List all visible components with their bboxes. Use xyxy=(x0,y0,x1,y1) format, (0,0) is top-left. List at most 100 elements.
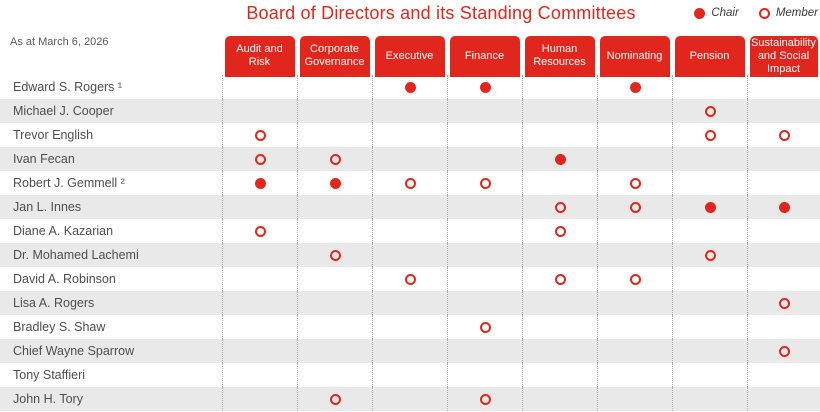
committee-cell-nominating xyxy=(597,267,672,291)
chair-icon xyxy=(778,201,790,213)
director-name: Robert J. Gemmell ² xyxy=(13,176,125,190)
director-name: Bradley S. Shaw xyxy=(13,320,106,334)
committee-cell-corporate-governance xyxy=(297,387,372,411)
chair-icon xyxy=(329,177,341,189)
committee-cell-corporate-governance xyxy=(297,243,372,267)
director-name: David A. Robinson xyxy=(13,272,116,286)
committee-cell-sustainability-and-social-impact xyxy=(747,75,820,99)
member-open-circle-icon xyxy=(758,7,770,19)
director-name: Diane A. Kazarian xyxy=(13,224,114,238)
committee-cell-finance xyxy=(447,387,522,411)
table-row: Lisa A. Rogers xyxy=(0,291,820,315)
committee-cell-human-resources xyxy=(522,387,597,411)
table-row: Dr. Mohamed Lachemi xyxy=(0,243,820,267)
committee-cell-corporate-governance xyxy=(297,267,372,291)
committee-cell-audit-and-risk xyxy=(222,267,297,291)
committee-cell-audit-and-risk xyxy=(222,123,297,147)
member-icon xyxy=(629,273,641,285)
column-header-human-resources: Human Resources xyxy=(524,36,595,77)
page-title: Board of Directors and its Standing Comm… xyxy=(246,3,636,23)
chair-filled-circle-icon xyxy=(694,7,706,19)
committee-cell-pension xyxy=(672,195,747,219)
committee-cell-corporate-governance xyxy=(297,99,372,123)
committee-cell-pension xyxy=(672,123,747,147)
director-name: Jan L. Innes xyxy=(13,200,82,214)
committee-cell-audit-and-risk xyxy=(222,171,297,195)
chair-icon xyxy=(479,81,491,93)
committee-cell-executive xyxy=(372,363,447,387)
committee-cell-corporate-governance xyxy=(297,315,372,339)
committee-cell-nominating xyxy=(597,339,672,363)
member-icon xyxy=(404,177,416,189)
committee-cell-finance xyxy=(447,99,522,123)
committee-cell-audit-and-risk xyxy=(222,363,297,387)
committee-cell-sustainability-and-social-impact xyxy=(747,339,820,363)
column-header-pension: Pension xyxy=(674,36,745,77)
committee-cell-nominating xyxy=(597,99,672,123)
table-row: Jan L. Innes xyxy=(0,195,820,219)
committee-cell-pension xyxy=(672,315,747,339)
committee-cell-nominating xyxy=(597,291,672,315)
committee-cell-sustainability-and-social-impact xyxy=(747,315,820,339)
committee-cell-executive xyxy=(372,147,447,171)
committee-cell-finance xyxy=(447,291,522,315)
member-icon xyxy=(404,273,416,285)
table-row: Ivan Fecan xyxy=(0,147,820,171)
committee-cell-corporate-governance xyxy=(297,123,372,147)
committee-cell-sustainability-and-social-impact xyxy=(747,219,820,243)
as-at-date: As at March 6, 2026 xyxy=(10,36,109,48)
committee-cell-executive xyxy=(372,339,447,363)
committee-cell-human-resources xyxy=(522,315,597,339)
column-header-corporate-governance: Corporate Governance xyxy=(299,36,370,77)
member-icon xyxy=(704,105,716,117)
chair-icon xyxy=(629,81,641,93)
committee-cell-pension xyxy=(672,387,747,411)
committee-cell-pension xyxy=(672,291,747,315)
committee-cell-audit-and-risk xyxy=(222,75,297,99)
committee-cell-pension xyxy=(672,267,747,291)
committee-cell-executive xyxy=(372,387,447,411)
member-icon xyxy=(554,273,566,285)
member-icon xyxy=(329,393,341,405)
committee-cell-audit-and-risk xyxy=(222,291,297,315)
table-row: Tony Staffieri xyxy=(0,363,820,387)
member-icon xyxy=(479,393,491,405)
director-name: Trevor English xyxy=(13,128,94,142)
committee-cell-finance xyxy=(447,75,522,99)
committee-cell-corporate-governance xyxy=(297,195,372,219)
committee-cell-pension xyxy=(672,99,747,123)
committee-cell-nominating xyxy=(597,171,672,195)
director-name: Chief Wayne Sparrow xyxy=(13,344,135,358)
member-icon xyxy=(554,201,566,213)
committee-cell-executive xyxy=(372,171,447,195)
committee-cell-human-resources xyxy=(522,75,597,99)
committee-cell-audit-and-risk xyxy=(222,315,297,339)
committee-cell-executive xyxy=(372,219,447,243)
committee-cell-corporate-governance xyxy=(297,147,372,171)
director-name: Michael J. Cooper xyxy=(13,104,114,118)
committee-cell-sustainability-and-social-impact xyxy=(747,291,820,315)
committee-cell-pension xyxy=(672,171,747,195)
committee-cell-finance xyxy=(447,123,522,147)
committee-cell-human-resources xyxy=(522,123,597,147)
member-icon xyxy=(778,345,790,357)
member-icon xyxy=(254,129,266,141)
committee-cell-corporate-governance xyxy=(297,171,372,195)
column-header-audit-and-risk: Audit and Risk xyxy=(224,36,295,77)
table-row: Edward S. Rogers ¹ xyxy=(0,75,820,99)
legend-member: Member xyxy=(758,7,818,19)
table-row: John H. Tory xyxy=(0,387,820,411)
committee-cell-audit-and-risk xyxy=(222,195,297,219)
column-header-finance: Finance xyxy=(449,36,520,77)
table-row: Bradley S. Shaw xyxy=(0,315,820,339)
committee-cell-nominating xyxy=(597,387,672,411)
committee-cell-nominating xyxy=(597,75,672,99)
table-row: Chief Wayne Sparrow xyxy=(0,339,820,363)
committee-cell-corporate-governance xyxy=(297,75,372,99)
committee-cell-audit-and-risk xyxy=(222,147,297,171)
committee-cell-sustainability-and-social-impact xyxy=(747,171,820,195)
committee-cell-corporate-governance xyxy=(297,219,372,243)
committee-cell-executive xyxy=(372,267,447,291)
committee-cell-human-resources xyxy=(522,339,597,363)
committee-cell-human-resources xyxy=(522,99,597,123)
